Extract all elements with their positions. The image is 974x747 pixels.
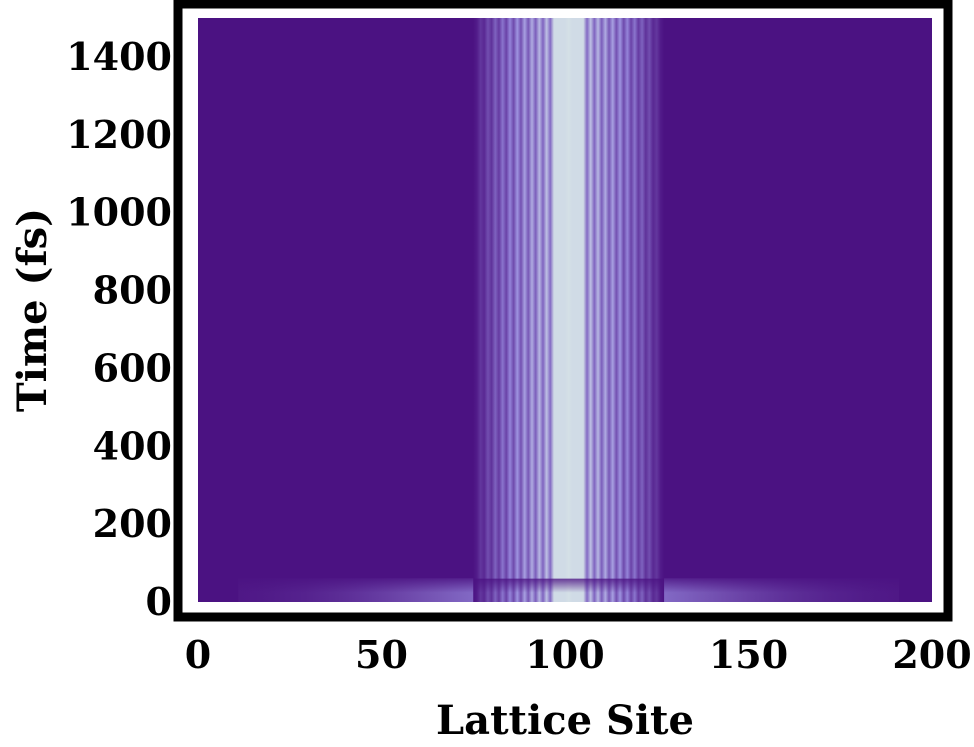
x-tick-label-50: 50 [355,632,408,677]
y-tick-label-1400: 1400 [66,34,172,79]
x-tick-label-200: 200 [892,632,971,677]
y-tick-label-800: 800 [93,268,172,313]
x-tick-label-150: 150 [709,632,788,677]
x-tick-label-100: 100 [525,632,604,677]
y-tick-label-600: 600 [93,345,172,390]
y-tick-label-0: 0 [146,579,172,624]
x-tick-labels: 0 50 100 150 200 [185,632,972,677]
y-tick-label-200: 200 [93,501,172,546]
y-axis-title: Time (fs) [9,208,56,412]
x-tick-label-0: 0 [185,632,211,677]
initial-fade-band [238,578,899,593]
y-tick-label-1000: 1000 [66,190,172,235]
y-tick-label-400: 400 [93,423,172,468]
x-axis-title: Lattice Site [436,697,694,744]
y-tick-labels: 0 200 400 600 800 1000 1200 1400 [66,34,172,624]
y-tick-label-1200: 1200 [66,112,172,157]
central-stripe-band [473,18,665,602]
